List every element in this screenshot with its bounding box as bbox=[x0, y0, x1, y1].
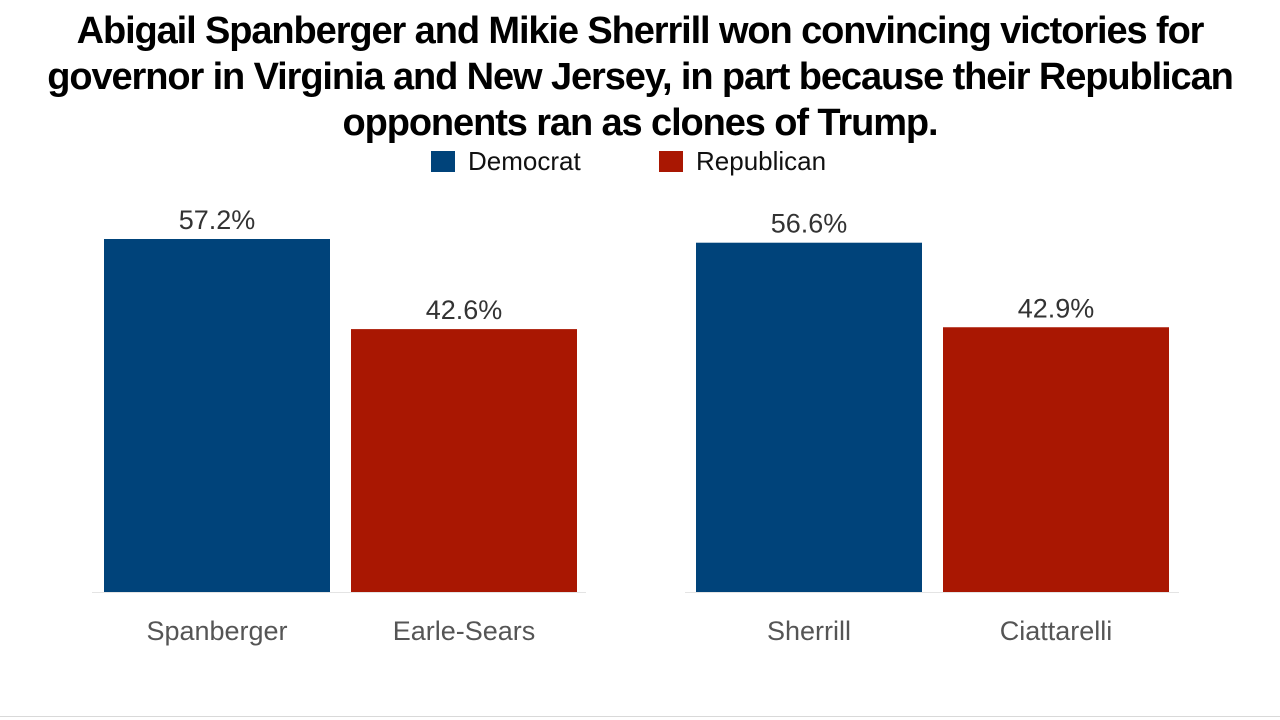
legend-swatch-republican bbox=[659, 151, 683, 172]
data-label-earle-sears: 42.6% bbox=[426, 295, 503, 325]
category-label-sherrill: Sherrill bbox=[767, 616, 851, 646]
category-label-earle-sears: Earle-Sears bbox=[393, 616, 536, 646]
data-label-ciattarelli: 42.9% bbox=[1018, 293, 1095, 323]
category-label-spanberger: Spanberger bbox=[146, 616, 287, 646]
legend-label-democrat: Democrat bbox=[468, 146, 581, 176]
bar-sherrill bbox=[696, 242, 922, 592]
bottom-divider bbox=[0, 716, 1280, 717]
legend-swatch-democrat bbox=[431, 151, 455, 172]
bar-ciattarelli bbox=[943, 327, 1169, 592]
legend-label-republican: Republican bbox=[696, 146, 826, 176]
category-label-ciattarelli: Ciattarelli bbox=[1000, 616, 1113, 646]
bar-spanberger bbox=[104, 239, 330, 592]
data-label-spanberger: 57.2% bbox=[179, 205, 256, 235]
bar-earle-sears bbox=[351, 329, 577, 592]
chart-title: Abigail Spanberger and Mikie Sherrill wo… bbox=[47, 10, 1234, 144]
data-label-sherrill: 56.6% bbox=[771, 209, 848, 239]
